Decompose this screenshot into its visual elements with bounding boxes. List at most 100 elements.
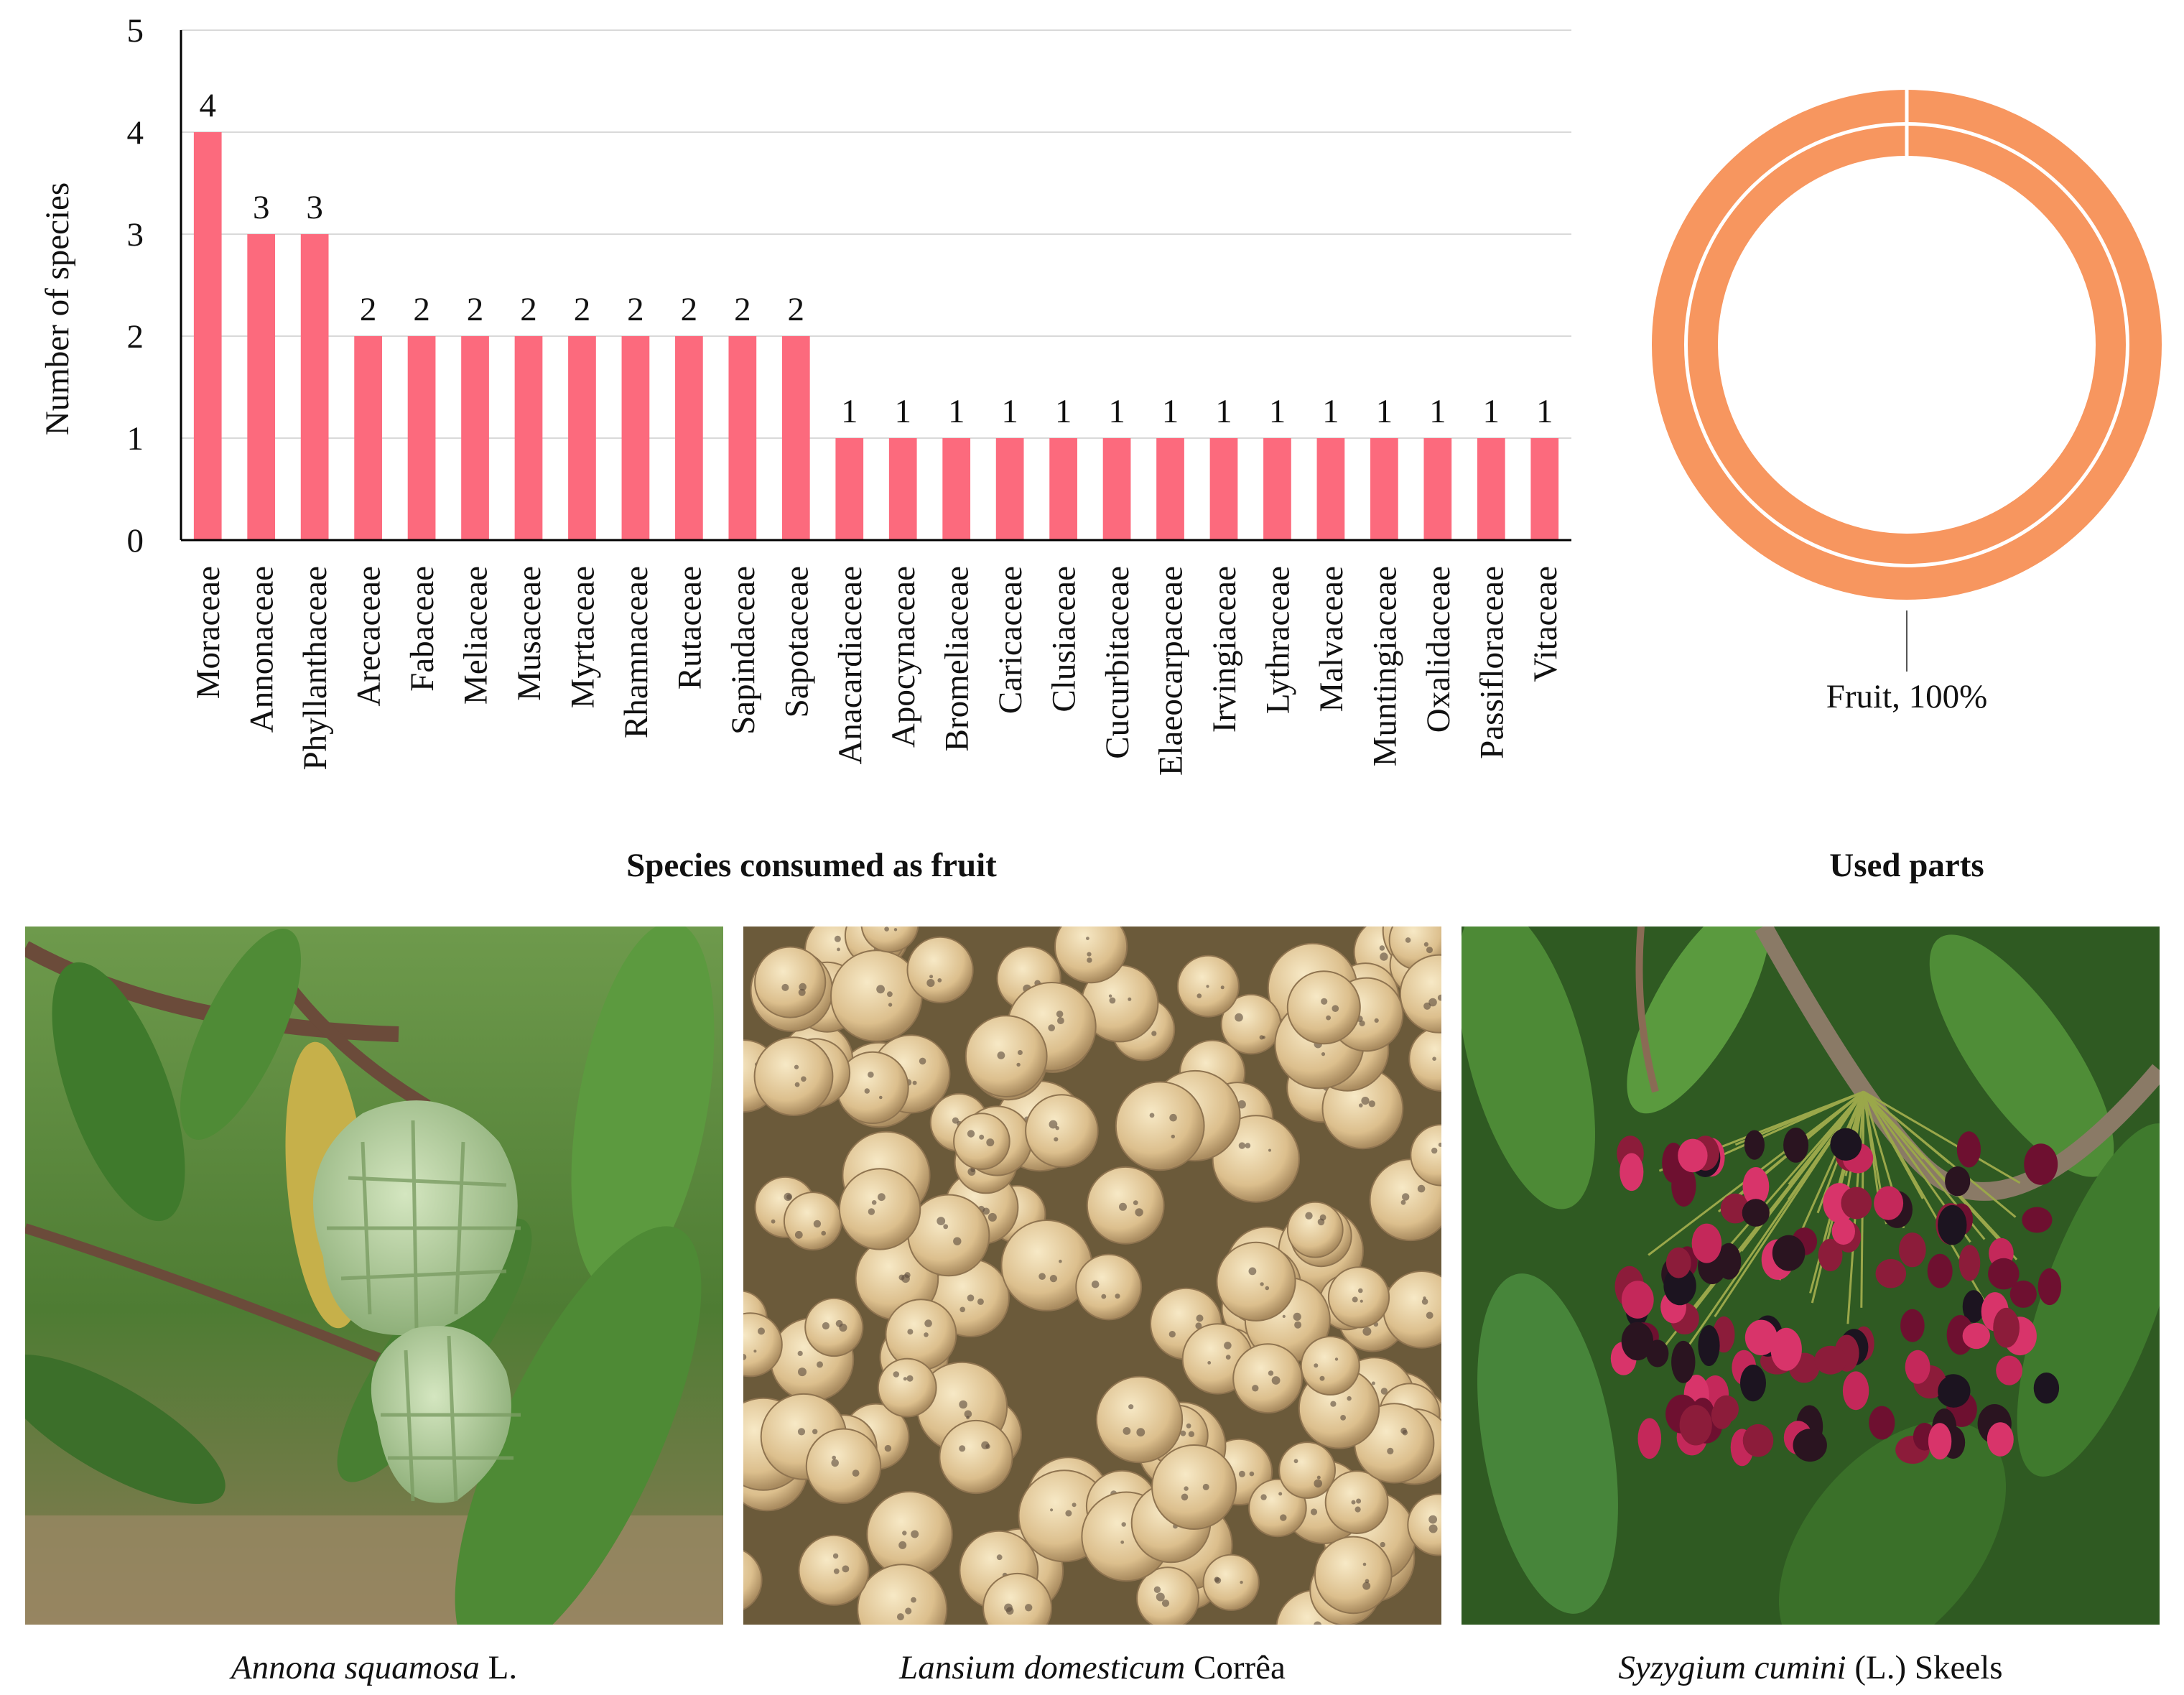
bar-rutaceae <box>675 336 703 540</box>
bar-myrtaceae <box>568 336 596 540</box>
data-label: 3 <box>306 189 323 226</box>
donut-chart-label: Used parts <box>1829 847 1984 884</box>
bar-bromeliaceae <box>942 438 971 540</box>
bar-meliaceae <box>461 336 489 540</box>
data-label: 1 <box>1108 393 1125 430</box>
x-tick-label: Muntingiaceae <box>1366 566 1403 766</box>
x-tick-label: Elaeocarpaceae <box>1153 566 1190 776</box>
bar-chart-bars <box>193 132 1559 540</box>
bar-chart-gridlines <box>181 29 1571 439</box>
x-tick-label: Rhamnaceae <box>618 566 655 738</box>
bar-anacardiaceae <box>835 438 864 540</box>
data-label: 1 <box>1269 393 1286 430</box>
species-name: Syzygium cumini <box>1618 1649 1846 1686</box>
bar-irvingiaceae <box>1209 438 1238 540</box>
donut-chart: Fruit, 100% <box>1652 88 2162 715</box>
species-author: L. <box>479 1649 518 1686</box>
species-author: (L.) Skeels <box>1846 1649 2003 1686</box>
data-label: 2 <box>788 291 805 328</box>
bar-cucurbitaceae <box>1102 438 1131 540</box>
x-tick-label: Cucurbitaceae <box>1099 566 1136 759</box>
x-tick-label: Meliaceae <box>457 566 495 705</box>
x-tick-label: Musaceae <box>511 566 548 701</box>
x-tick-label: Annonaceae <box>243 566 281 733</box>
bar-fabaceae <box>407 336 436 540</box>
x-tick-label: Clusiaceae <box>1046 566 1083 712</box>
bar-rhamnaceae <box>621 336 650 540</box>
bar-chart-y-axis-label: Number of species <box>39 182 76 435</box>
data-label: 1 <box>1483 393 1500 430</box>
data-label: 2 <box>467 291 484 328</box>
y-tick-label: 2 <box>127 318 144 356</box>
x-tick-label: Anacardiaceae <box>832 566 869 765</box>
y-tick-label: 4 <box>127 114 144 152</box>
bar-sapindaceae <box>728 336 757 540</box>
species-name: Annona squamosa <box>231 1649 480 1686</box>
bar-oxalidaceae <box>1423 438 1452 540</box>
data-label: 2 <box>360 291 377 328</box>
x-tick-label: Oxalidaceae <box>1420 566 1457 733</box>
data-label: 1 <box>1376 393 1393 430</box>
y-tick-label: 3 <box>127 216 144 254</box>
data-label: 2 <box>574 291 591 328</box>
bar-passifloraceae <box>1477 438 1505 540</box>
bar-lythraceae <box>1263 438 1291 540</box>
bar-chart-x-axis-label: Species consumed as fruit <box>626 847 997 884</box>
species-author: Corrêa <box>1185 1649 1286 1686</box>
donut-data-label: Fruit, 100% <box>1826 678 1988 715</box>
x-tick-label: Malvaceae <box>1313 566 1350 712</box>
data-label: 1 <box>894 393 911 430</box>
bar-chart-value-labels: 43 32 2 2 2 2 2 2 2 21 1 1 1 1 1 1 1 1 1 1 1 1 1 <box>199 87 1553 430</box>
bar-chart-axes <box>180 30 1571 542</box>
bar-chart-x-ticks: Moraceae Annonaceae Phyllanthaceae Arecacea… <box>190 566 1564 776</box>
photo-lansium-domesticum <box>743 927 1441 1625</box>
y-tick-label: 0 <box>127 522 144 559</box>
y-tick-label: 1 <box>127 420 144 458</box>
x-tick-label: Lythraceae <box>1259 566 1296 714</box>
photo-caption-syzygium: Syzygium cumini (L.) Skeels <box>1462 1648 2160 1687</box>
x-tick-label: Myrtaceae <box>564 566 601 708</box>
y-tick-label: 5 <box>127 12 144 50</box>
data-label: 3 <box>253 189 270 226</box>
data-label: 1 <box>1055 393 1072 430</box>
data-label: 1 <box>948 393 965 430</box>
donut-slice-fruit <box>1688 126 2126 564</box>
photo-annona-squamosa <box>25 927 723 1625</box>
x-tick-label: Rutaceae <box>671 566 708 689</box>
x-tick-label: Bromeliaceae <box>939 566 976 751</box>
data-label: 4 <box>199 87 216 124</box>
bar-annonaceae <box>247 234 276 540</box>
data-label: 2 <box>734 291 751 328</box>
data-label: 2 <box>627 291 644 328</box>
species-name: Lansium domesticum <box>899 1649 1186 1686</box>
bar-arecaceae <box>354 336 382 540</box>
x-tick-label: Sapindaceae <box>725 566 762 735</box>
data-label: 1 <box>1215 393 1232 430</box>
bar-clusiaceae <box>1049 438 1077 540</box>
donut-slice-fruit <box>1652 90 2162 600</box>
x-tick-label: Passifloraceae <box>1473 566 1510 759</box>
x-tick-label: Moraceae <box>190 566 227 699</box>
x-tick-label: Caricaceae <box>992 566 1029 714</box>
data-label: 1 <box>1322 393 1339 430</box>
data-label: 1 <box>841 393 858 430</box>
bar-phyllanthaceae <box>300 234 329 540</box>
bar-apocynaceae <box>888 438 917 540</box>
bar-caricaceae <box>995 438 1024 540</box>
bar-malvaceae <box>1316 438 1345 540</box>
x-tick-label: Phyllanthaceae <box>297 566 334 770</box>
data-label: 1 <box>1001 393 1018 430</box>
x-tick-label: Apocynaceae <box>885 566 922 748</box>
data-label: 2 <box>413 291 430 328</box>
bar-elaeocarpaceae <box>1156 438 1184 540</box>
data-label: 1 <box>1162 393 1179 430</box>
x-tick-label: Fabaceae <box>404 566 441 692</box>
x-tick-label: Vitaceae <box>1527 566 1564 682</box>
bar-moraceae <box>193 132 222 540</box>
x-tick-label: Irvingiaceae <box>1206 566 1243 733</box>
data-label: 2 <box>520 291 537 328</box>
data-label: 1 <box>1429 393 1446 430</box>
bar-chart-y-ticks: 0 1 2 3 4 5 <box>127 12 144 559</box>
x-tick-label: Sapotaceae <box>778 566 815 718</box>
photo-caption-annona: Annona squamosa L. <box>25 1648 723 1687</box>
